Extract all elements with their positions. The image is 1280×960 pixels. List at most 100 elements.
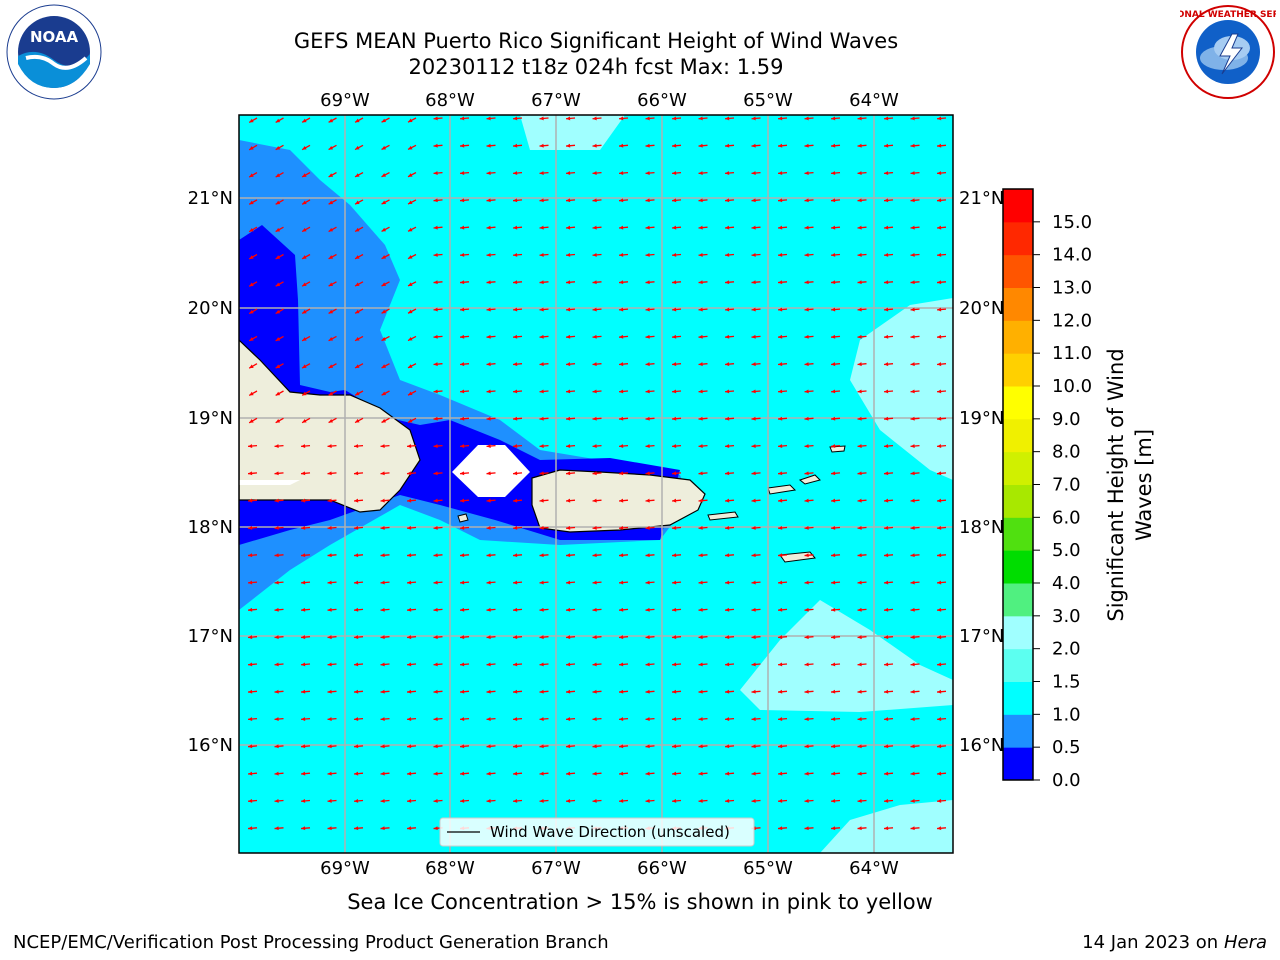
wind-wave-arrowhead xyxy=(248,826,253,831)
wind-wave-arrowhead xyxy=(486,225,491,230)
wind-wave-arrowhead xyxy=(539,798,544,803)
masked-cell-mona xyxy=(452,445,530,497)
colorbar-segment xyxy=(1003,583,1033,617)
wind-wave-arrowhead xyxy=(778,662,783,667)
wind-wave-arrowhead xyxy=(619,143,624,148)
wind-wave-arrowhead xyxy=(751,689,756,694)
wind-wave-arrowhead xyxy=(778,689,783,694)
wind-wave-arrowhead xyxy=(910,689,915,694)
wind-wave-arrowhead xyxy=(884,171,889,175)
footer-left: NCEP/EMC/Verification Post Processing Pr… xyxy=(13,932,609,953)
wind-wave-arrowhead xyxy=(433,635,438,640)
wind-wave-arrowhead xyxy=(486,362,491,367)
wind-wave-arrowhead xyxy=(460,553,465,558)
wind-wave-arrowhead xyxy=(910,798,915,803)
wind-wave-arrowhead xyxy=(327,689,332,694)
wind-wave-arrowhead xyxy=(645,662,650,667)
wind-wave-arrowhead xyxy=(513,334,518,339)
wind-wave-arrowhead xyxy=(539,717,544,721)
wind-wave-arrowhead xyxy=(910,362,915,367)
hispaniola-land xyxy=(239,339,421,513)
wind-wave-arrowhead xyxy=(486,662,491,667)
wind-wave-arrowhead xyxy=(751,525,756,530)
wind-wave-arrowhead xyxy=(274,553,279,558)
wind-wave-arrowhead xyxy=(460,471,465,476)
wind-wave-arrowhead xyxy=(592,771,597,776)
wind-wave-arrowhead xyxy=(698,225,703,230)
wind-wave-arrowhead xyxy=(355,200,360,205)
lon-label: 67°W xyxy=(531,90,581,111)
wind-wave-arrowhead xyxy=(248,471,253,476)
colorbar-tick-label: 12.0 xyxy=(1052,310,1092,331)
wind-wave-arrowhead xyxy=(857,225,862,230)
noaa-logo-text: NOAA xyxy=(30,28,79,46)
wind-wave-arrowhead xyxy=(937,444,942,448)
wind-wave-arrowhead xyxy=(302,200,307,205)
wind-wave-arrowhead xyxy=(592,444,597,448)
wind-wave-arrowhead xyxy=(698,143,703,148)
wind-wave-arrowhead xyxy=(513,444,518,448)
colorbar-segment xyxy=(1003,517,1033,551)
wind-wave-arrowhead xyxy=(937,225,942,230)
wind-wave-arrowhead xyxy=(327,580,332,585)
wind-wave-arrowhead xyxy=(857,143,862,148)
wind-wave-arrowhead xyxy=(751,771,756,776)
wind-wave-arrowhead xyxy=(804,607,809,612)
wind-wave-arrowhead xyxy=(301,662,306,667)
wind-wave-arrowhead xyxy=(486,416,491,421)
wind-wave-arrowhead xyxy=(672,717,677,721)
wind-wave-arrowhead xyxy=(804,252,809,257)
wind-wave-arrowhead xyxy=(778,334,783,339)
svg-text:NATIONAL WEATHER SERVICE: NATIONAL WEATHER SERVICE xyxy=(1180,10,1276,20)
wind-wave-arrowhead xyxy=(566,553,571,558)
wind-wave-arrowhead xyxy=(407,607,412,612)
colorbar-tick-label: 13.0 xyxy=(1052,278,1092,299)
wind-wave-arrowhead xyxy=(513,198,518,203)
wind-wave-arrowhead xyxy=(619,171,624,175)
wind-wave-arrowhead xyxy=(592,307,597,312)
wind-wave-arrowhead xyxy=(407,744,412,749)
wind-wave-arrowhead xyxy=(937,280,942,285)
wind-wave-arrowhead xyxy=(355,418,360,423)
wind-wave-arrowhead xyxy=(513,389,518,394)
wind-wave-arrowhead xyxy=(486,553,491,558)
wind-wave-arrowhead xyxy=(725,744,730,749)
wind-wave-arrowhead xyxy=(698,662,703,667)
wind-wave-arrowhead xyxy=(778,171,783,175)
wind-wave-arrowhead xyxy=(884,143,889,148)
wind-wave-arrowhead xyxy=(486,498,491,503)
wind-wave-arrowhead xyxy=(433,362,438,367)
colorbar-tick-label: 1.5 xyxy=(1052,672,1081,693)
wind-wave-arrowhead xyxy=(249,227,254,232)
wind-wave-arrowhead xyxy=(592,171,597,175)
wind-wave-arrowhead xyxy=(910,116,915,121)
colorbar-tick-label: 15.0 xyxy=(1052,212,1092,233)
wind-wave-arrowhead xyxy=(301,525,306,530)
wind-wave-arrowhead xyxy=(355,282,360,287)
wind-wave-arrowhead xyxy=(408,282,413,286)
wind-wave-arrowhead xyxy=(248,635,253,640)
wind-wave-arrowhead xyxy=(831,198,836,203)
wind-wave-arrowhead xyxy=(302,418,307,423)
wind-wave-arrowhead xyxy=(592,744,597,749)
wind-wave-arrowhead xyxy=(328,173,334,177)
wind-wave-arrowhead xyxy=(937,143,942,148)
wind-wave-arrowhead xyxy=(355,145,360,150)
wind-wave-arrowhead xyxy=(937,362,942,367)
lon-label: 65°W xyxy=(743,858,793,879)
wind-wave-arrowhead xyxy=(460,143,465,148)
wind-wave-arrowhead xyxy=(592,471,597,476)
wind-wave-arrowhead xyxy=(460,607,465,612)
wind-wave-arrowhead xyxy=(619,662,624,667)
wind-wave-arrowhead xyxy=(513,744,518,749)
wind-wave-arrowhead xyxy=(725,252,730,257)
wind-wave-arrowhead xyxy=(831,116,836,121)
wind-wave-arrowhead xyxy=(751,471,756,476)
wind-wave-arrowhead xyxy=(645,580,650,585)
wind-wave-arrowhead xyxy=(381,118,387,123)
colorbar-tick-label: 10.0 xyxy=(1052,376,1092,397)
wind-wave-arrowhead xyxy=(778,635,783,640)
colorbar-tick-label: 5.0 xyxy=(1052,540,1081,561)
wind-wave-arrowhead xyxy=(380,744,385,749)
wind-wave-arrowhead xyxy=(486,198,491,203)
